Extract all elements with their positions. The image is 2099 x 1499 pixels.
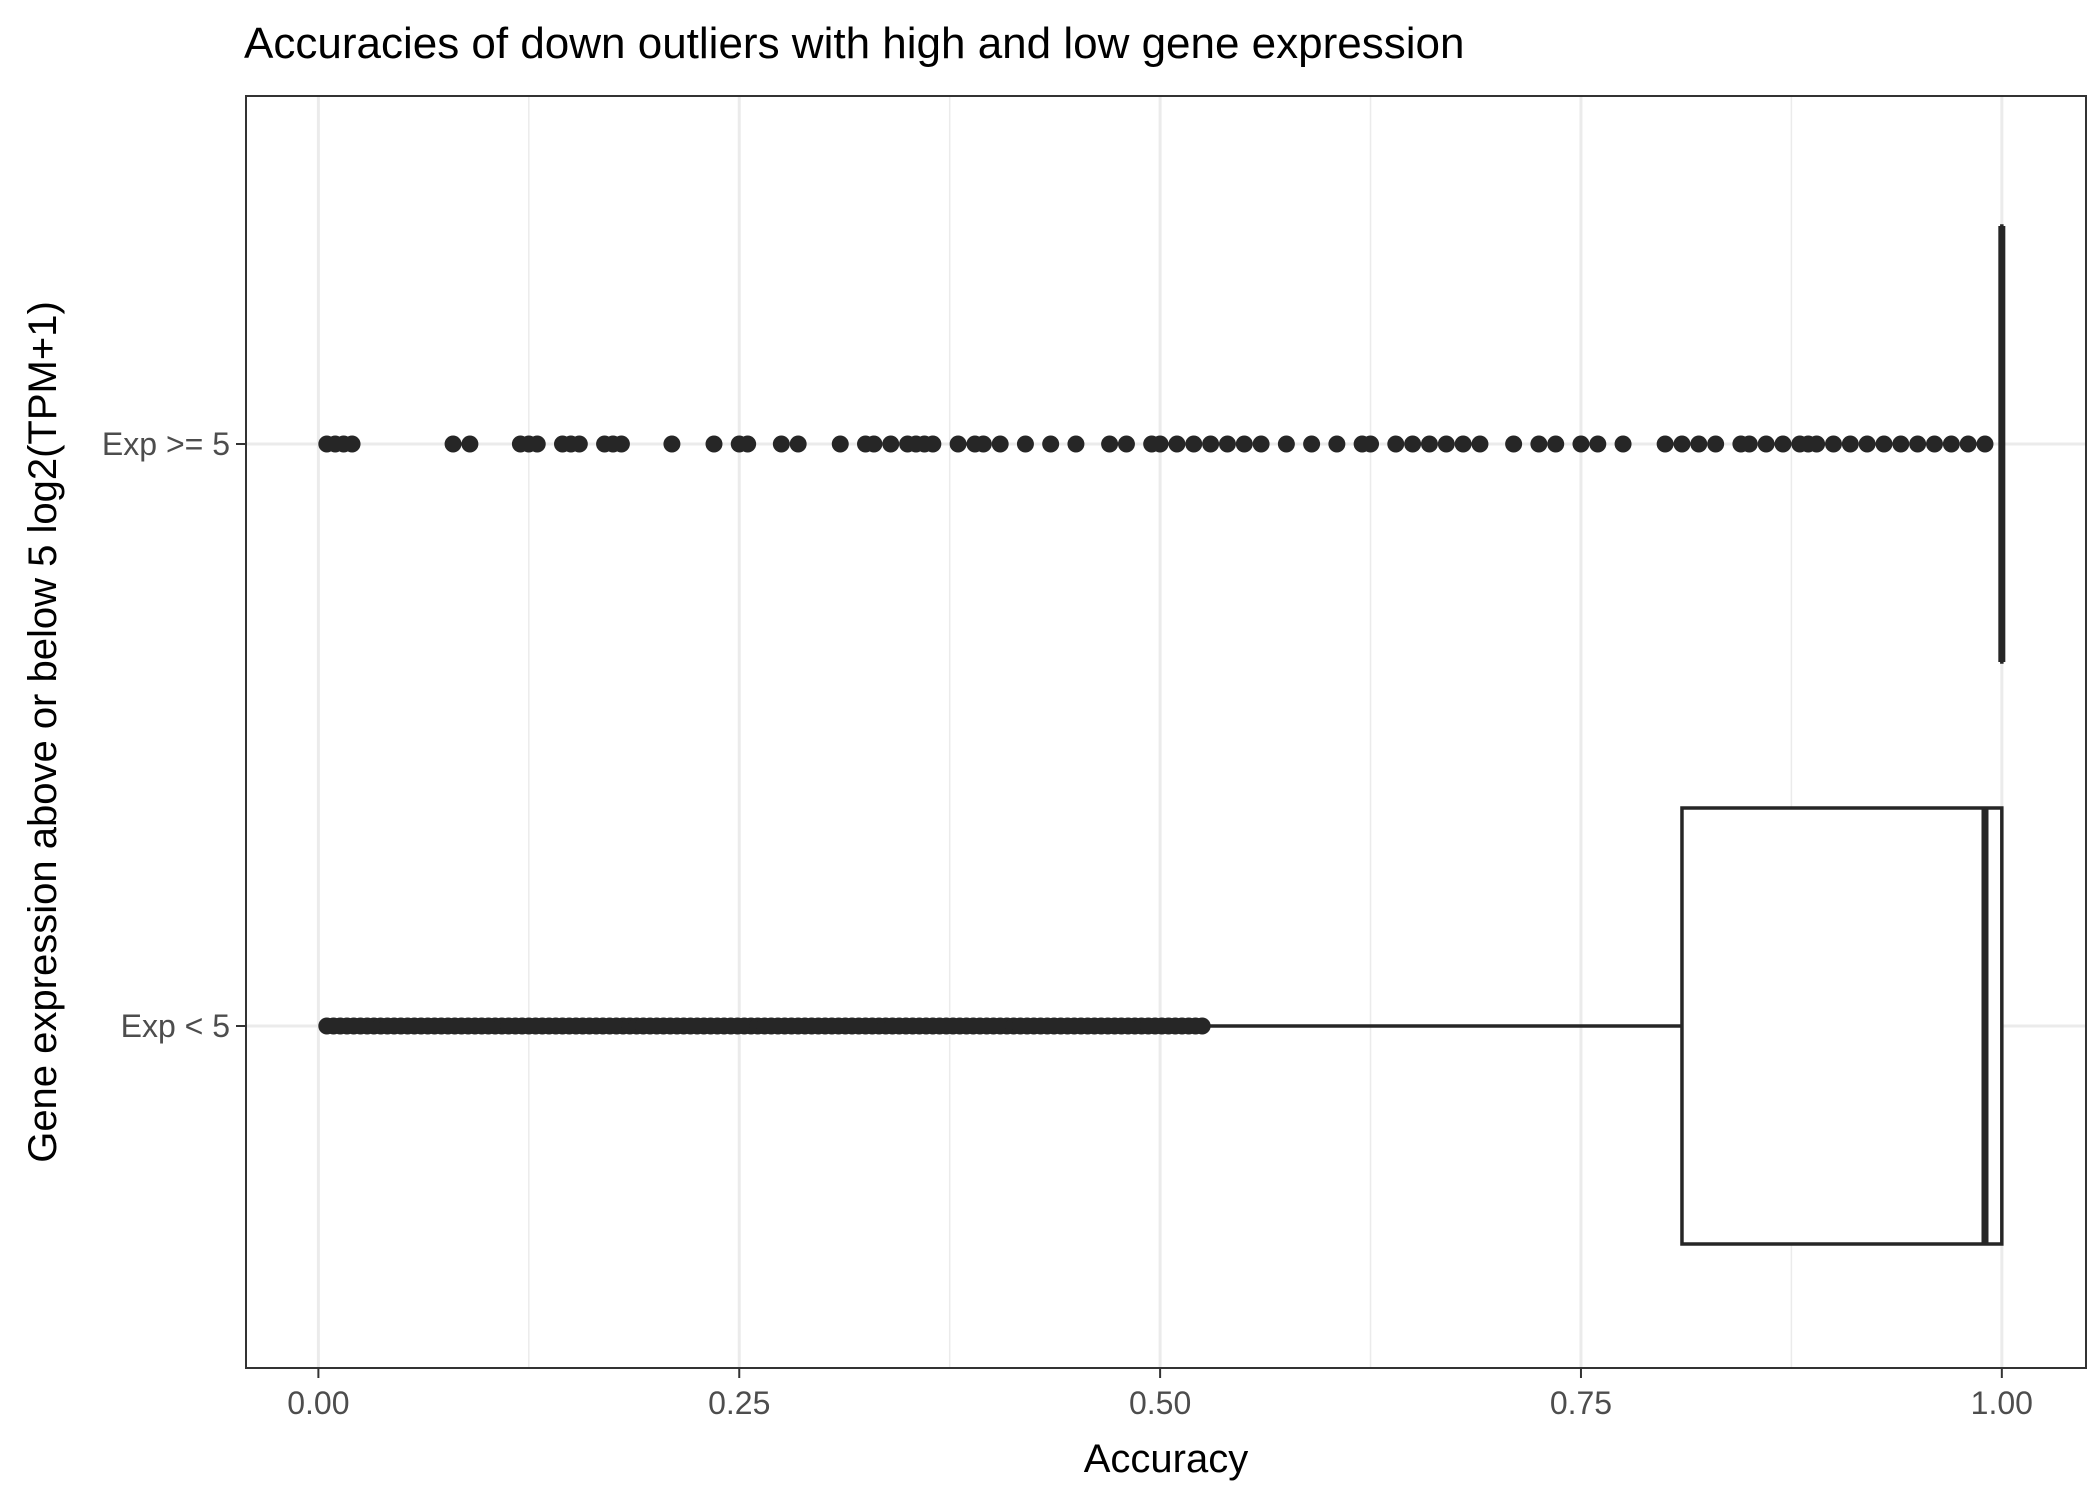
outlier-point [461,435,479,453]
outlier-point [1824,435,1842,453]
x-tick-label: 1.00 [1971,1385,2033,1421]
y-axis: Exp >= 5 Exp < 5 [102,426,246,1044]
outlier-point [1471,435,1489,453]
outlier-point [1740,435,1758,453]
outlier-point [974,435,992,453]
x-axis: 0.00 0.25 0.50 0.75 1.00 [287,1368,2033,1421]
outlier-point [1218,435,1236,453]
outlier-point [1673,435,1691,453]
outlier-point [1909,435,1927,453]
outlier-point [789,435,807,453]
outlier-point [949,435,967,453]
outlier-point [663,435,681,453]
y-tick-label: Exp >= 5 [102,426,230,462]
outlier-point [1774,435,1792,453]
outlier-point [1277,435,1295,453]
outlier-point [1589,435,1607,453]
outlier-point [1547,435,1565,453]
outlier-point [1656,435,1674,453]
outlier-point [1505,435,1523,453]
outlier-point [705,435,723,453]
outlier-point [1925,435,1943,453]
outlier-point [1437,435,1455,453]
outlier-point [739,435,757,453]
outlier-point [570,435,588,453]
outlier-point [1404,435,1422,453]
outlier-point [1151,435,1169,453]
panel-border [245,95,2087,1369]
outlier-point [1387,435,1405,453]
outlier-point [1168,435,1186,453]
data-marks [318,224,2006,1246]
outlier-point [1185,435,1203,453]
outlier-point [1016,435,1034,453]
outlier-point [1707,435,1725,453]
y-axis-label: Gene expression above or below 5 log2(TP… [21,301,65,1163]
outlier-point [1690,435,1708,453]
outlier-point [924,435,942,453]
outlier-point [1067,435,1085,453]
outlier-point [1362,435,1380,453]
outlier-point [1193,1017,1211,1035]
outlier-point [1976,435,1994,453]
outlier-point [1875,435,1893,453]
outlier-point [612,435,630,453]
outlier-point [1454,435,1472,453]
x-tick-label: 0.25 [708,1385,770,1421]
outlier-point [1614,435,1632,453]
outlier-point [1959,435,1977,453]
outlier-point [831,435,849,453]
outlier-point [1808,435,1826,453]
outlier-point [991,435,1009,453]
outlier-point [1328,435,1346,453]
outlier-point [1202,435,1220,453]
outlier-point [1858,435,1876,453]
x-tick-label: 0.75 [1550,1385,1612,1421]
outlier-point [528,435,546,453]
y-tick-label: Exp < 5 [121,1008,230,1044]
outlier-point [1572,435,1590,453]
outlier-point [1892,435,1910,453]
outlier-point [882,435,900,453]
outlier-point [865,435,883,453]
outlier-point [1420,435,1438,453]
x-tick-label: 0.00 [287,1385,349,1421]
outlier-point [1101,435,1119,453]
x-tick-label: 0.50 [1129,1385,1191,1421]
chart-title: Accuracies of down outliers with high an… [244,19,1464,68]
x-axis-label: Accuracy [1084,1437,1249,1481]
outlier-point [1942,435,1960,453]
box-rect [1680,806,2004,1246]
outlier-point [444,435,462,453]
outlier-point [1841,435,1859,453]
outlier-point [343,435,361,453]
outlier-point [772,435,790,453]
box-group [318,806,2004,1246]
outlier-point [1757,435,1775,453]
box-group [318,224,2006,664]
outlier-point [1252,435,1270,453]
outlier-point [1530,435,1548,453]
outlier-point [1117,435,1135,453]
outlier-point [1235,435,1253,453]
outlier-point [1303,435,1321,453]
outlier-point [1042,435,1060,453]
